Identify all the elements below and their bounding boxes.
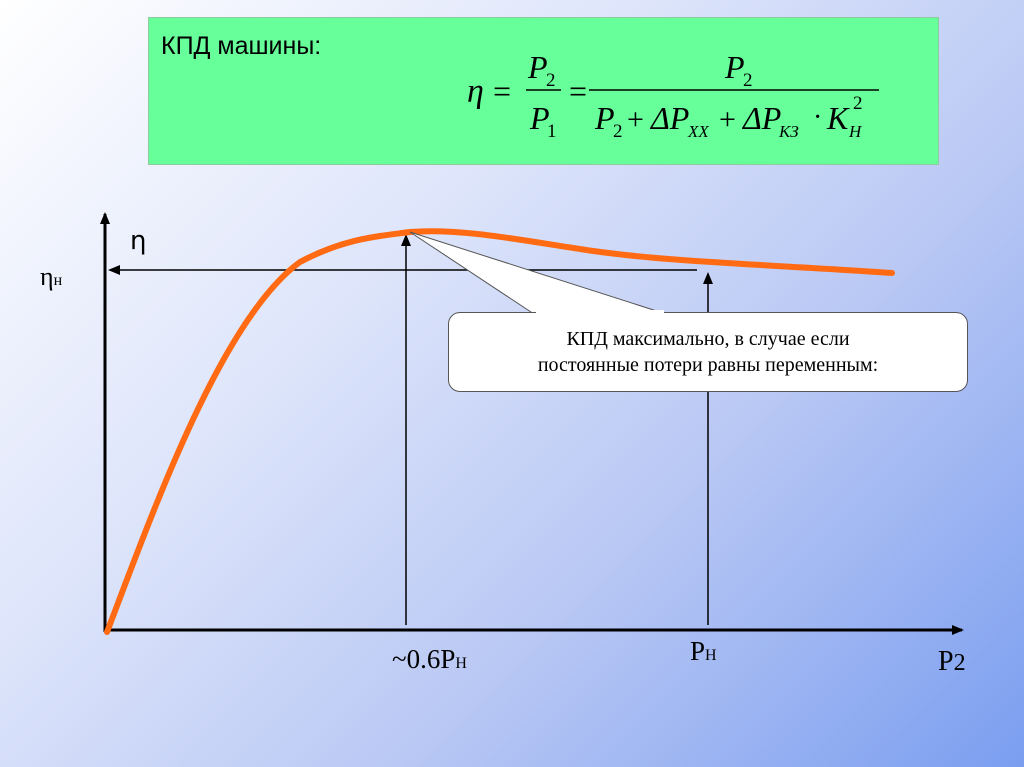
callout-line-2: постоянные потери равны переменным: (537, 354, 879, 376)
eta-axis-label: η (130, 226, 147, 256)
eta-rated-label: ηн (40, 262, 62, 292)
efficiency-formula: η = P 2 P 1 = P 2 P 2 + ΔP XX + ΔP КЗ · … (467, 49, 879, 142)
formula-title: КПД машины: (161, 32, 322, 60)
formula-sub-kz: КЗ (778, 122, 799, 141)
tick-rated-main: P (690, 636, 706, 666)
tick-rated-sub: Н (705, 647, 717, 664)
eta-rated-main: η (40, 262, 54, 291)
tick-opt-sub: Н (455, 655, 467, 672)
formula-numerator-sub: 2 (546, 70, 556, 91)
formula-numerator2-sub: 2 (743, 70, 753, 91)
x-axis-label: P2 (938, 646, 966, 678)
eta-rated-sub: н (53, 272, 63, 289)
formula-numerator2-p: P (724, 49, 745, 85)
formula-delta-p-xx: ΔP (649, 100, 689, 136)
tick-opt-label: ~0.6PН (392, 644, 467, 675)
formula-plus-2: + (719, 103, 736, 136)
formula-sup-2: 2 (853, 93, 863, 114)
formula-den-p2: P (594, 100, 615, 136)
formula-denominator-p: P (529, 100, 550, 136)
formula-delta-p-kz: ΔP (741, 100, 781, 136)
formula-denominator-sub: 1 (547, 121, 557, 142)
formula-equals-2: = (569, 73, 587, 109)
formula-box: КПД машины: η = P 2 P 1 = P 2 P 2 + ΔP X… (148, 17, 939, 165)
callout-box: КПД максимально, в случае если постоянны… (448, 312, 968, 392)
formula-dot: · (813, 102, 822, 133)
formula-sub-xx: XX (687, 122, 709, 141)
formula-numerator-p: P (527, 49, 548, 85)
tick-rated-label: PН (690, 636, 717, 667)
formula-sub-h: Н (848, 122, 863, 141)
formula-k: K (826, 100, 850, 136)
callout-line-1: КПД максимально, в случае если (566, 328, 850, 350)
formula-plus-1: + (627, 103, 644, 136)
x-axis-label-sub: 2 (953, 650, 966, 676)
formula-equals-1: = (493, 73, 511, 109)
x-axis-label-main: P (938, 646, 954, 677)
formula-den-p2-sub: 2 (613, 121, 623, 142)
formula-eta: η (467, 73, 484, 110)
tick-opt-main: ~0.6P (392, 644, 456, 674)
